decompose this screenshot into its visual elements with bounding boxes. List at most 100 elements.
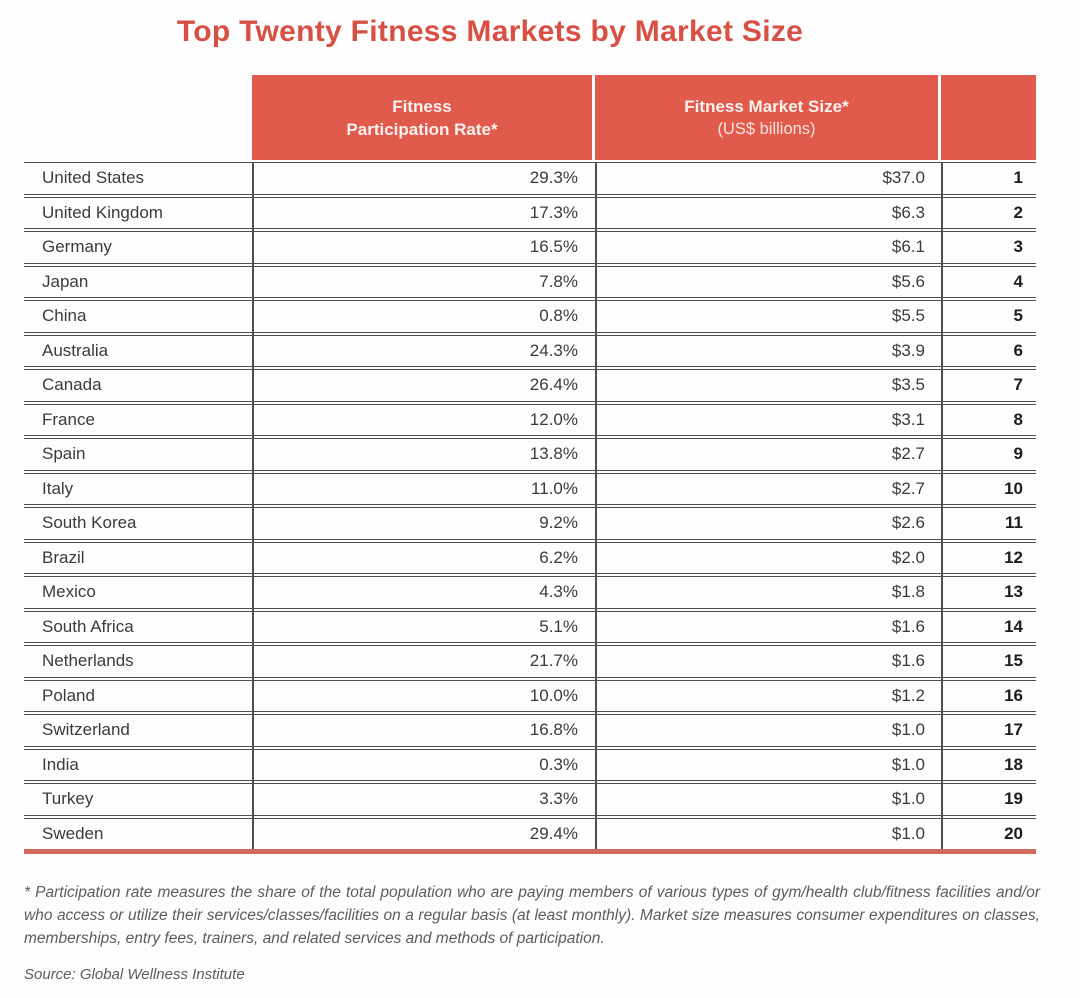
rank-cell: 2 — [1013, 202, 1023, 222]
table-row: Brazil 6.2% $2.0 12 — [24, 541, 1036, 574]
table-row: United States 29.3% $37.0 1 — [24, 162, 1036, 195]
country-cell: Australia — [42, 340, 109, 360]
header-divider — [938, 75, 941, 160]
participation-rate-cell: 10.0% — [529, 685, 578, 705]
participation-rate-cell: 21.7% — [529, 651, 578, 671]
page-title: Top Twenty Fitness Markets by Market Siz… — [176, 15, 804, 48]
table-header-row: Fitness Participation Rate* Fitness Mark… — [24, 75, 1036, 160]
market-size-cell: $1.2 — [891, 685, 925, 705]
market-size-cell: $1.0 — [891, 789, 925, 809]
report-page: Top Twenty Fitness Markets by Market Siz… — [0, 14, 1080, 998]
rank-cell: 3 — [1013, 237, 1023, 257]
participation-rate-cell: 13.8% — [529, 444, 578, 464]
market-size-cell: $1.8 — [891, 582, 925, 602]
rank-cell: 9 — [1013, 444, 1023, 464]
country-cell: Netherlands — [42, 651, 134, 671]
market-size-cell: $1.0 — [891, 754, 925, 774]
market-size-cell: $2.6 — [891, 513, 925, 533]
table-row: Switzerland 16.8% $1.0 17 — [24, 714, 1036, 747]
table-row: China 0.8% $5.5 5 — [24, 300, 1036, 333]
market-size-cell: $6.1 — [891, 237, 925, 257]
rank-cell: 17 — [1004, 720, 1023, 740]
table-bottom-accent-bar — [24, 849, 1036, 854]
country-cell: Canada — [42, 375, 102, 395]
rank-cell: 4 — [1013, 271, 1023, 291]
table-row: France 12.0% $3.1 8 — [24, 403, 1036, 436]
country-cell: United Kingdom — [42, 202, 163, 222]
rank-cell: 18 — [1004, 754, 1023, 774]
market-size-header-unit: (US$ billions) — [717, 119, 816, 138]
country-cell: France — [42, 409, 95, 429]
country-cell: Spain — [42, 444, 86, 464]
participation-rate-cell: 16.5% — [529, 237, 578, 257]
rank-cell: 1 — [1013, 168, 1023, 188]
country-column-header-spacer — [24, 75, 252, 160]
column-divider — [595, 162, 597, 849]
rank-cell: 6 — [1013, 340, 1023, 360]
market-size-cell: $2.7 — [891, 444, 925, 464]
footnote-text: * Participation rate measures the share … — [24, 884, 1040, 947]
rank-cell: 13 — [1004, 582, 1023, 602]
country-cell: Turkey — [42, 789, 94, 809]
participation-rate-cell: 12.0% — [529, 409, 578, 429]
rank-column-header — [941, 75, 1036, 160]
market-size-cell: $5.6 — [891, 271, 925, 291]
country-cell: China — [42, 306, 87, 326]
source-text: Source: Global Wellness Institute — [24, 966, 245, 983]
country-cell: Italy — [42, 478, 74, 498]
rank-cell: 8 — [1013, 409, 1023, 429]
participation-rate-cell: 29.3% — [529, 168, 578, 188]
table-row: Poland 10.0% $1.2 16 — [24, 679, 1036, 712]
country-cell: South Africa — [42, 616, 134, 636]
market-size-cell: $2.0 — [891, 547, 925, 567]
market-size-cell: $3.9 — [891, 340, 925, 360]
table-row: Germany 16.5% $6.1 3 — [24, 231, 1036, 264]
market-size-cell: $1.6 — [891, 616, 925, 636]
market-size-cell: $5.5 — [891, 306, 925, 326]
table-row: Mexico 4.3% $1.8 13 — [24, 576, 1036, 609]
market-size-header-line1: Fitness Market Size* — [684, 96, 849, 116]
participation-rate-cell: 5.1% — [539, 616, 578, 636]
participation-rate-cell: 26.4% — [529, 375, 578, 395]
country-cell: Brazil — [42, 547, 85, 567]
table-row: Netherlands 21.7% $1.6 15 — [24, 645, 1036, 678]
rank-cell: 15 — [1004, 651, 1023, 671]
header-divider — [592, 75, 595, 160]
rank-cell: 20 — [1004, 823, 1023, 843]
rank-cell: 16 — [1004, 685, 1023, 705]
column-divider — [252, 162, 254, 849]
participation-rate-cell: 4.3% — [539, 582, 578, 602]
rank-cell: 7 — [1013, 375, 1023, 395]
table-row: Italy 11.0% $2.7 10 — [24, 472, 1036, 505]
rank-cell: 14 — [1004, 616, 1023, 636]
participation-rate-column-header: Fitness Participation Rate* — [252, 75, 592, 160]
participation-rate-cell: 0.8% — [539, 306, 578, 326]
fitness-markets-table: Fitness Participation Rate* Fitness Mark… — [24, 75, 1036, 854]
participation-rate-cell: 16.8% — [529, 720, 578, 740]
participation-rate-cell: 6.2% — [539, 547, 578, 567]
market-size-cell: $37.0 — [882, 168, 925, 188]
rank-cell: 5 — [1013, 306, 1023, 326]
participation-rate-header-line1: Fitness — [392, 96, 452, 116]
participation-rate-header-line2: Participation Rate* — [346, 119, 498, 139]
country-cell: United States — [42, 168, 145, 188]
participation-rate-cell: 3.3% — [539, 789, 578, 809]
rank-cell: 10 — [1004, 478, 1023, 498]
table-row: South Korea 9.2% $2.6 11 — [24, 507, 1036, 540]
participation-rate-cell: 29.4% — [529, 823, 578, 843]
country-cell: India — [42, 754, 79, 774]
participation-rate-cell: 0.3% — [539, 754, 578, 774]
market-size-cell: $6.3 — [891, 202, 925, 222]
country-cell: South Korea — [42, 513, 137, 533]
participation-rate-cell: 11.0% — [531, 478, 578, 498]
table-row: South Africa 5.1% $1.6 14 — [24, 610, 1036, 643]
country-cell: Poland — [42, 685, 95, 705]
rank-cell: 12 — [1004, 547, 1023, 567]
market-size-cell: $3.1 — [891, 409, 925, 429]
participation-rate-cell: 7.8% — [539, 271, 578, 291]
table-row: Australia 24.3% $3.9 6 — [24, 334, 1036, 367]
market-size-cell: $1.0 — [891, 823, 925, 843]
market-size-cell: $1.6 — [891, 651, 925, 671]
rank-cell: 19 — [1004, 789, 1023, 809]
country-cell: Japan — [42, 271, 89, 291]
